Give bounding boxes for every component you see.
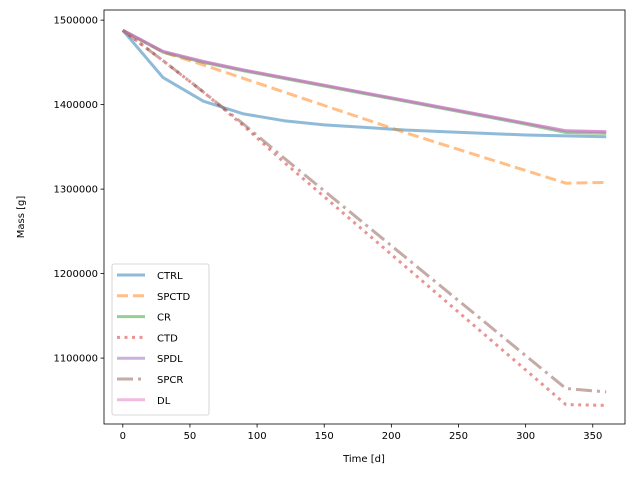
x-axis: 0 50 100 150 200 250 300 350 [120,424,602,442]
legend-label-spdl: SPDL [157,354,183,365]
y-tick-label: 1400000 [53,100,98,111]
legend-label-ctrl: CTRL [157,271,183,282]
y-tick-label: 1200000 [53,269,98,280]
legend: CTRL SPCTD CR CTD SPDL SPCR DL [111,263,210,416]
plot-frame [103,9,626,425]
series-line-spcr [121,29,607,394]
legend-box [111,263,210,416]
y-tick-label: 1300000 [53,185,98,196]
series-line-dl [122,28,607,134]
x-axis-label: Time [d] [342,454,385,465]
x-tick-label: 250 [449,431,468,442]
legend-label-dl: DL [157,396,171,407]
y-tick-label: 1500000 [53,16,98,27]
y-tick-label: 1100000 [53,354,98,365]
x-tick-label: 50 [184,431,197,442]
x-tick-label: 100 [248,431,267,442]
x-tick-label: 200 [382,431,401,442]
legend-label-ctd: CTD [157,333,178,344]
series-layer [121,28,607,407]
series-line-ctrl [121,29,607,139]
series-line-ctd [121,29,607,407]
y-axis-label: Mass [g] [16,196,27,239]
y-axis: 1100000 1200000 1300000 1400000 1500000 [53,16,104,365]
x-tick-label: 300 [516,431,535,442]
series-line-spctd [122,28,607,185]
x-tick-label: 350 [583,431,602,442]
legend-label-cr: CR [157,313,171,324]
legend-label-spcr: SPCR [157,375,183,386]
x-tick-label: 150 [315,431,334,442]
x-tick-label: 0 [120,431,126,442]
legend-label-spctd: SPCTD [157,292,190,303]
